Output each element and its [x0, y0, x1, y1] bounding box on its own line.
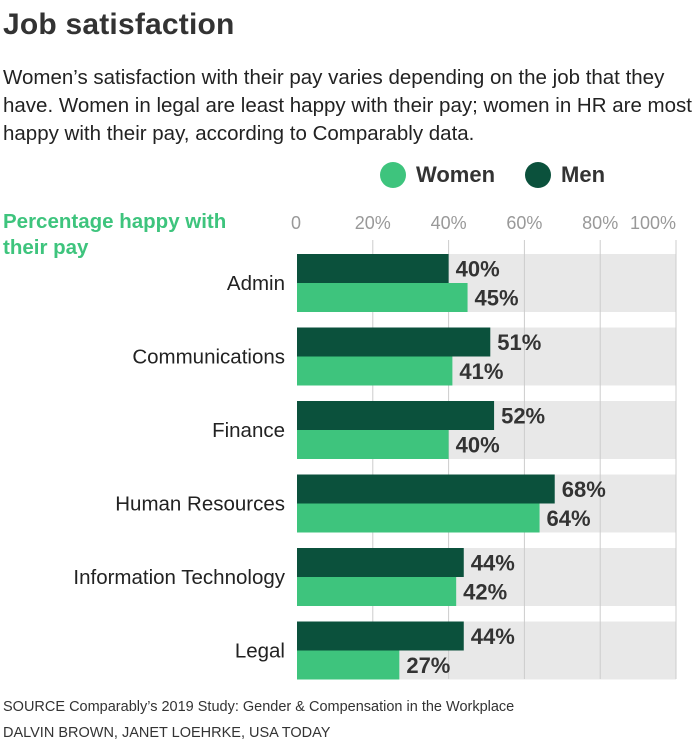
bar-women [297, 283, 468, 312]
data-label-women: 40% [456, 433, 500, 458]
legend: Women Men [380, 162, 635, 188]
data-label-women: 64% [547, 506, 591, 531]
x-tick-label-3: 60% [506, 213, 542, 233]
data-label-women: 45% [475, 286, 519, 311]
bar-men [297, 401, 495, 430]
bar-women [297, 430, 449, 459]
bar-men [297, 327, 491, 357]
category-label: Communications [132, 346, 285, 369]
category-label: Human Resources [115, 493, 285, 516]
data-label-men: 51% [497, 330, 541, 355]
category-label: Admin [227, 272, 285, 295]
legend-label-women: Women [416, 162, 496, 187]
legend-item-women: Women [380, 162, 495, 188]
x-tick-label-5: 100% [630, 213, 676, 233]
category-label: Legal [235, 640, 285, 663]
data-label-men: 52% [501, 404, 545, 429]
data-label-women: 41% [459, 359, 503, 384]
credit-line: DALVIN BROWN, JANET LOEHRKE, USA TODAY [3, 725, 331, 741]
legend-swatch-women [380, 162, 406, 188]
bar-women [297, 577, 457, 606]
data-label-women: 42% [463, 580, 507, 605]
bar-men [297, 548, 464, 577]
x-tick-label-4: 80% [582, 213, 618, 233]
legend-item-men: Men [525, 162, 605, 188]
data-label-men: 44% [471, 551, 515, 576]
chart-subtitle: Women’s satisfaction with their pay vari… [3, 66, 692, 145]
legend-label-men: Men [561, 162, 606, 187]
chart-title: Job satisfaction [3, 8, 235, 41]
data-label-men: 44% [471, 624, 515, 649]
bar-men [297, 621, 464, 651]
data-label-women: 27% [406, 653, 450, 678]
y-axis-label: Percentage happy with their pay [3, 210, 227, 259]
x-tick-label-1: 20% [355, 213, 391, 233]
bar-women [297, 650, 400, 680]
bar-chart: 0 20% 40% 60% 80% 100% Admin 40% 45% Communicatio… [73, 213, 677, 680]
legend-swatch-men [525, 162, 552, 188]
bar-men [297, 474, 555, 504]
source-note: SOURCE Comparably’s 2019 Study: Gender &… [3, 699, 515, 715]
category-label: Information Technology [73, 566, 285, 589]
bar-women [297, 356, 453, 386]
data-label-men: 68% [562, 477, 606, 502]
x-tick-label-2: 40% [431, 213, 467, 233]
x-tick-label-0: 0 [291, 213, 301, 233]
data-label-men: 40% [456, 257, 500, 282]
bar-women [297, 503, 540, 533]
category-label: Finance [212, 419, 285, 442]
bar-men [297, 254, 449, 283]
